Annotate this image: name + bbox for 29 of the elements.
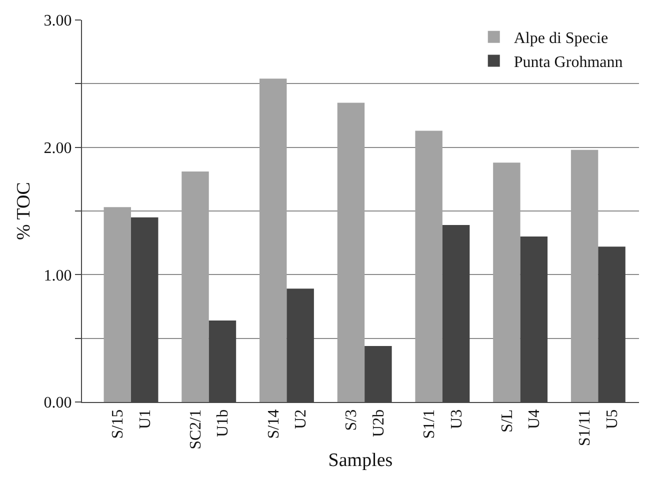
x-tick-label: S/14	[265, 409, 282, 439]
legend-label: Alpe di Specie	[514, 30, 608, 48]
y-tick-label: 1.00	[44, 267, 72, 284]
bar	[260, 78, 287, 402]
bar	[570, 150, 598, 402]
bar	[415, 130, 442, 402]
x-tick-label: SC2/1	[187, 409, 204, 450]
x-tick-label: U4	[526, 409, 544, 429]
x-tick-label: S1/11	[576, 409, 594, 446]
x-tick-label: S1/1	[421, 409, 438, 439]
bar	[337, 102, 365, 402]
x-tick-label: U1b	[214, 409, 232, 437]
x-tick-label: U1	[136, 409, 154, 429]
y-axis-title: % TOC	[14, 182, 35, 240]
legend-label: Punta Grohmann	[514, 54, 623, 71]
y-tick-label: 3.00	[44, 12, 72, 30]
bar	[182, 172, 209, 402]
y-tick-label: 2.00	[44, 140, 72, 157]
x-tick-label: S/3	[343, 409, 360, 431]
x-tick-label: S/15	[110, 409, 127, 439]
x-tick-label: U2b	[370, 409, 388, 437]
x-tick-label: U2	[292, 409, 310, 429]
x-axis-title: Samples	[328, 450, 393, 472]
y-tick-label: 0.00	[44, 394, 72, 412]
x-tick-label: U3	[448, 409, 466, 429]
x-tick-label: S/L	[498, 409, 516, 433]
bar	[104, 207, 131, 402]
x-tick-label: U5	[604, 409, 621, 429]
bar	[493, 162, 520, 402]
